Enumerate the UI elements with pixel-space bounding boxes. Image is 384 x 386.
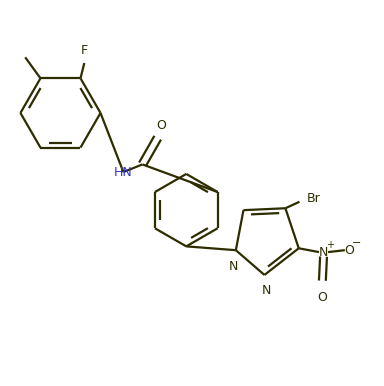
Text: N: N [262, 284, 271, 298]
Text: N: N [319, 245, 328, 259]
Text: +: + [326, 240, 334, 250]
Text: HN: HN [114, 166, 132, 179]
Text: N: N [229, 260, 238, 273]
Text: F: F [81, 44, 88, 57]
Text: Br: Br [306, 192, 320, 205]
Text: −: − [352, 238, 361, 248]
Text: O: O [344, 244, 354, 257]
Text: O: O [157, 119, 166, 132]
Text: O: O [318, 291, 327, 304]
